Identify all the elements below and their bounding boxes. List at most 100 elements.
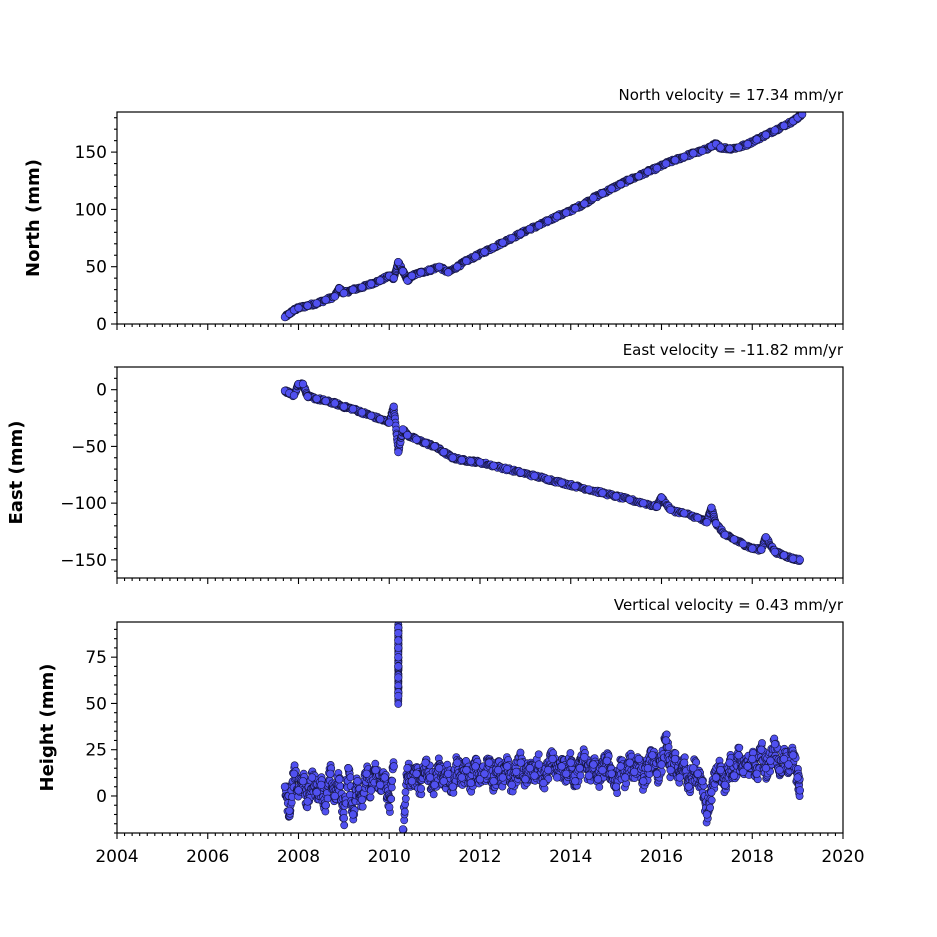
height-point — [720, 780, 730, 790]
east-ytick-label: 0 — [96, 381, 107, 401]
east-point — [475, 458, 485, 467]
east-point — [739, 539, 748, 549]
east-point — [557, 478, 566, 487]
east-point — [298, 379, 308, 389]
height-point — [507, 780, 516, 790]
north-point — [598, 189, 607, 198]
east-point — [625, 495, 634, 504]
north-point — [435, 262, 444, 271]
north-point — [534, 221, 544, 230]
height-point — [344, 764, 353, 773]
north-point — [357, 283, 367, 292]
height-point — [453, 758, 462, 767]
north-point — [562, 208, 571, 217]
north-point — [734, 143, 743, 152]
height-point — [394, 700, 403, 708]
height-point — [616, 762, 625, 771]
height-point — [788, 751, 798, 760]
height-point — [400, 807, 409, 816]
north-point — [625, 175, 634, 184]
height-ytick-label: 25 — [85, 741, 107, 761]
east-point — [385, 418, 394, 427]
east-ytick-label: −100 — [60, 494, 107, 514]
height-point — [634, 754, 643, 764]
height-point — [761, 764, 771, 773]
height-xtick-label: 2004 — [95, 847, 138, 867]
height-point — [412, 769, 421, 778]
height-point — [784, 760, 793, 769]
height-point — [371, 765, 380, 775]
height-point — [516, 758, 525, 767]
height-point — [611, 782, 621, 791]
height-point — [652, 769, 662, 778]
east-point — [394, 448, 403, 457]
height-xtick-label: 2014 — [549, 847, 592, 867]
height-point — [748, 754, 757, 764]
height-point — [534, 750, 543, 759]
east-point — [503, 465, 512, 474]
east-point — [398, 425, 408, 434]
height-point — [666, 765, 675, 775]
east-point — [376, 415, 385, 424]
height-point — [416, 784, 426, 793]
height-point — [457, 773, 466, 782]
north-point — [507, 234, 516, 243]
height-point — [539, 778, 548, 788]
east-point — [457, 455, 466, 465]
height-point — [566, 749, 575, 757]
height-point — [607, 769, 616, 778]
north-point — [398, 267, 408, 276]
east-point — [779, 551, 789, 560]
height-point — [598, 765, 607, 775]
height-point — [336, 782, 345, 791]
north-point — [616, 180, 625, 189]
height-point — [648, 751, 657, 760]
height-point — [489, 777, 498, 786]
height-point — [621, 773, 630, 782]
height-point — [661, 736, 671, 745]
east-point — [367, 411, 376, 420]
height-xtick-label: 2008 — [277, 847, 320, 867]
east-point — [639, 499, 648, 508]
north-ytick-label: 100 — [75, 200, 107, 220]
height-point — [362, 769, 371, 778]
height-point — [625, 758, 634, 767]
east-point — [757, 545, 766, 554]
height-point — [675, 773, 684, 782]
east-point — [666, 505, 675, 515]
north-point — [698, 146, 707, 156]
height-point — [401, 794, 410, 803]
height-points — [280, 622, 805, 833]
height-point — [543, 765, 553, 775]
height-point — [485, 758, 494, 767]
east-point — [421, 438, 430, 448]
north-point — [312, 299, 321, 308]
north-point — [416, 268, 426, 277]
height-point — [340, 821, 349, 830]
height-point — [394, 636, 403, 645]
height-point — [398, 825, 407, 833]
north-point — [444, 268, 453, 277]
east-point — [543, 475, 553, 484]
height-point — [407, 777, 417, 786]
height-point — [552, 773, 562, 782]
height-point — [348, 810, 358, 819]
height-axes-frame — [116, 621, 844, 834]
east-point — [707, 503, 716, 512]
north-point — [689, 149, 698, 158]
height-point — [385, 802, 394, 812]
height-point — [448, 782, 457, 791]
height-point — [711, 773, 721, 782]
north-point — [426, 266, 435, 275]
height-point — [444, 769, 453, 778]
east-point — [788, 554, 798, 563]
east-point — [680, 509, 689, 518]
height-point — [380, 773, 389, 782]
north-panel: 0 50 100 150 North (mm) North velocity = 17.3… — [23, 86, 844, 335]
north-point — [489, 243, 498, 252]
height-point — [357, 795, 367, 804]
north-point — [798, 112, 807, 119]
height-point — [358, 802, 367, 811]
height-point — [503, 762, 512, 771]
north-points — [280, 112, 807, 322]
